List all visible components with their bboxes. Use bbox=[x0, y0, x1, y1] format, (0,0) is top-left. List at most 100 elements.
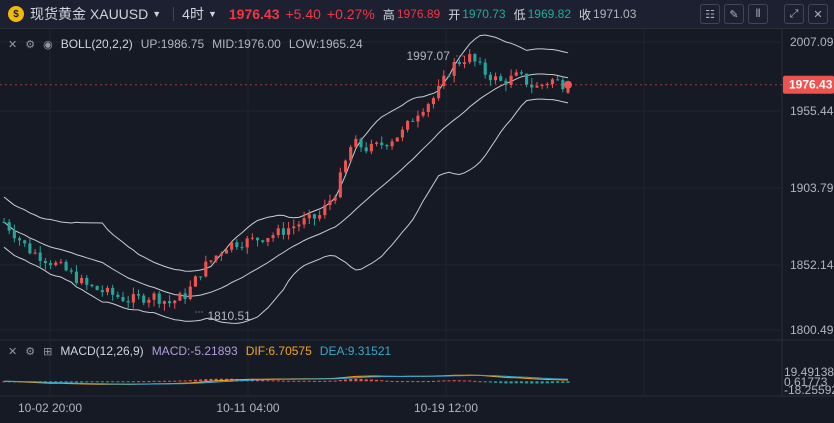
candle-body bbox=[266, 238, 270, 242]
candle-body bbox=[349, 147, 353, 161]
macd-histogram-bar bbox=[473, 380, 477, 382]
price-axis-label: 1903.79 bbox=[790, 181, 834, 195]
candle-body bbox=[287, 228, 291, 235]
candle-body bbox=[354, 138, 358, 148]
candle-body bbox=[28, 243, 32, 254]
chevron-down-icon[interactable]: ▼ bbox=[207, 9, 217, 19]
candle-body bbox=[204, 261, 208, 277]
macd-histogram-bar bbox=[374, 379, 379, 382]
macd-histogram-bar bbox=[64, 381, 68, 383]
indicators-icon[interactable]: ⫴ bbox=[748, 4, 768, 24]
price-axis-label: 2007.09 bbox=[790, 35, 834, 49]
candle-body bbox=[33, 252, 37, 254]
candle-body bbox=[276, 228, 280, 236]
chart-toolbar: ☷ ✎ ⫴ ⤢ ✕ bbox=[700, 4, 828, 24]
symbol-name[interactable]: 现货黄金 XAUUSD bbox=[30, 6, 149, 22]
candle-body bbox=[302, 218, 306, 225]
candle-body bbox=[297, 224, 301, 227]
boll-middle-band bbox=[3, 73, 569, 297]
macd-histogram-bar bbox=[514, 381, 518, 384]
macd-histogram-bar bbox=[214, 378, 218, 382]
candle-body bbox=[416, 115, 420, 122]
macd-histogram-bar bbox=[276, 380, 280, 382]
candle-body bbox=[157, 293, 161, 304]
macd-histogram-bar bbox=[209, 378, 213, 382]
macd-histogram-bar bbox=[328, 380, 332, 382]
macd-histogram-bar bbox=[566, 381, 570, 383]
macd-histogram-bar bbox=[168, 380, 172, 382]
candle-body bbox=[380, 142, 384, 146]
candle-body bbox=[442, 75, 446, 86]
candle-body bbox=[69, 270, 73, 272]
macd-histogram-bar bbox=[199, 379, 203, 382]
macd-histogram-bar bbox=[312, 380, 317, 382]
candle-body bbox=[188, 286, 192, 299]
macd-histogram-bar bbox=[550, 381, 555, 384]
macd-histogram-bar bbox=[343, 379, 348, 382]
last-price: 1976.43 bbox=[228, 6, 280, 22]
candle-body bbox=[504, 80, 508, 85]
candle-body bbox=[90, 284, 94, 287]
candle-body bbox=[12, 230, 16, 239]
draw-icon[interactable]: ✎ bbox=[724, 4, 744, 24]
candle-body bbox=[59, 261, 63, 263]
expand-icon[interactable]: ⊞ bbox=[43, 345, 53, 358]
boll-upper-band bbox=[3, 34, 569, 272]
chart-settings-icon[interactable]: ☷ bbox=[700, 4, 720, 24]
candle-body bbox=[426, 104, 430, 112]
close-icon[interactable]: ✕ bbox=[8, 38, 18, 51]
candle-body bbox=[545, 83, 549, 85]
close-icon[interactable]: ✕ bbox=[8, 345, 18, 358]
candle-body bbox=[514, 72, 518, 76]
macd-histogram-bar bbox=[359, 378, 363, 382]
macd-histogram-bar bbox=[369, 379, 373, 382]
settings-icon[interactable]: ⚙ bbox=[25, 38, 36, 51]
candle-body bbox=[468, 54, 472, 63]
boll-lower-band bbox=[3, 98, 569, 324]
macd-histogram-bar bbox=[69, 381, 73, 383]
candle-body bbox=[431, 98, 436, 105]
candle-body bbox=[152, 293, 156, 300]
dif-value: DIF:6.70575 bbox=[245, 344, 312, 358]
close-icon[interactable]: ✕ bbox=[808, 4, 828, 24]
current-price-dot bbox=[564, 80, 572, 89]
candle-body bbox=[2, 221, 6, 223]
macd-histogram-bar bbox=[142, 381, 146, 383]
candle-body bbox=[17, 238, 22, 241]
macd-histogram-bar bbox=[183, 380, 187, 382]
boll-up: UP:1986.75 bbox=[140, 37, 205, 51]
candle-body bbox=[483, 62, 487, 75]
candle-body bbox=[540, 84, 544, 86]
candle-body bbox=[462, 62, 467, 64]
macd-histogram-bar bbox=[74, 381, 78, 383]
candle-body bbox=[550, 79, 555, 84]
candle-body bbox=[23, 240, 27, 244]
timeframe-selector[interactable]: 4时 bbox=[182, 6, 204, 22]
chevron-down-icon[interactable]: ▼ bbox=[152, 9, 162, 19]
candle-body bbox=[338, 172, 342, 198]
candle-body bbox=[437, 85, 441, 99]
candle-body bbox=[530, 84, 534, 88]
low-annotation-label: 1810.51 bbox=[207, 309, 251, 323]
macd-histogram-bar bbox=[395, 381, 399, 383]
settings-icon[interactable]: ⚙ bbox=[25, 345, 36, 358]
candle-body bbox=[100, 290, 104, 293]
candle-body bbox=[178, 293, 182, 301]
macd-histogram-bar bbox=[525, 381, 529, 384]
candle-body bbox=[80, 277, 84, 284]
macd-histogram-bar bbox=[292, 380, 296, 382]
macd-histogram-bar bbox=[100, 381, 104, 383]
candle-body bbox=[7, 222, 11, 231]
time-axis-label: 10-11 04:00 bbox=[216, 401, 279, 415]
macd-histogram-bar bbox=[178, 380, 182, 382]
candle-body bbox=[535, 85, 539, 88]
candle-body bbox=[193, 276, 198, 287]
price-axis-label: 1852.14 bbox=[790, 258, 834, 272]
eye-icon[interactable]: ◉ bbox=[43, 38, 53, 51]
candle-body bbox=[328, 200, 332, 206]
macd-axis-label: -18.25592 bbox=[784, 383, 834, 397]
fullscreen-icon[interactable]: ⤢ bbox=[784, 4, 804, 24]
macd-histogram-bar bbox=[442, 380, 446, 382]
macd-histogram-bar bbox=[380, 380, 384, 382]
